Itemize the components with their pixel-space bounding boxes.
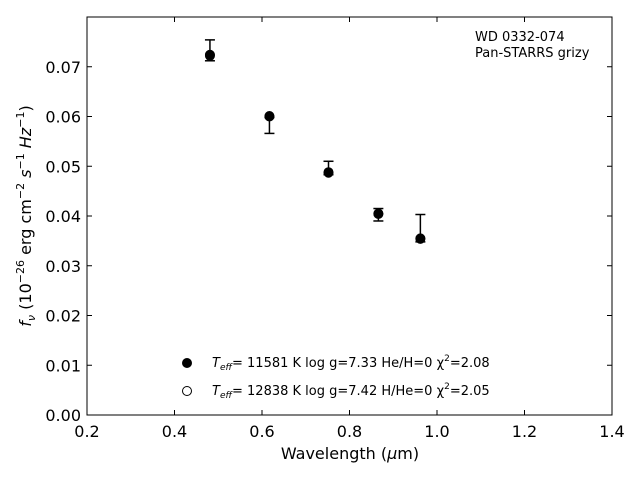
y-tick-label: 0.06 [45, 108, 81, 127]
y-axis-label: fν (10−26 erg cm−2 s−1 Hz−1) [14, 105, 38, 326]
legend-entry-1: Teff= 11581 K log g=7.33 He/H=0 χ2=2.08 [212, 354, 490, 373]
y-tick-label: 0.05 [45, 157, 81, 176]
y-tick-label: 0.02 [45, 307, 81, 326]
x-tick-label: 0.4 [162, 422, 187, 441]
x-axis: 0.2 0.4 0.6 0.8 1.0 1.2 1.4 [74, 17, 625, 441]
legend-marker-filled [182, 358, 192, 368]
x-tick-label: 0.2 [74, 422, 99, 441]
data-point-open [415, 233, 426, 244]
plot-area [86, 16, 613, 416]
y-tick-label: 0.01 [45, 356, 81, 375]
legend-marker-open [182, 386, 192, 396]
legend: Teff= 11581 K log g=7.33 He/H=0 χ2=2.08 … [182, 354, 490, 401]
x-tick-label: 0.6 [249, 422, 274, 441]
data-point-open [373, 209, 384, 220]
annotation-line-1: WD 0332-074 [475, 30, 565, 45]
y-axis: 0.00 0.01 0.02 0.03 0.04 0.05 0.06 0.07 [45, 58, 612, 425]
x-tick-label: 1.2 [512, 422, 537, 441]
x-tick-label: 1.0 [424, 422, 449, 441]
y-tick-label: 0.04 [45, 207, 81, 226]
legend-entry-2: Teff= 12838 K log g=7.42 H/He=0 χ2=2.05 [212, 382, 490, 401]
x-axis-label: Wavelength (μm) [281, 444, 419, 463]
data-point-open [204, 50, 215, 61]
x-tick-label: 1.4 [599, 422, 624, 441]
annotation-line-2: Pan-STARRS grizy [475, 46, 590, 61]
data-markers [204, 49, 426, 244]
data-point-open [323, 167, 334, 178]
y-tick-label: 0.03 [45, 257, 81, 276]
x-tick-label: 0.8 [337, 422, 362, 441]
data-point-open [264, 111, 275, 122]
y-tick-label: 0.07 [45, 58, 81, 77]
y-tick-label: 0.00 [45, 406, 81, 425]
